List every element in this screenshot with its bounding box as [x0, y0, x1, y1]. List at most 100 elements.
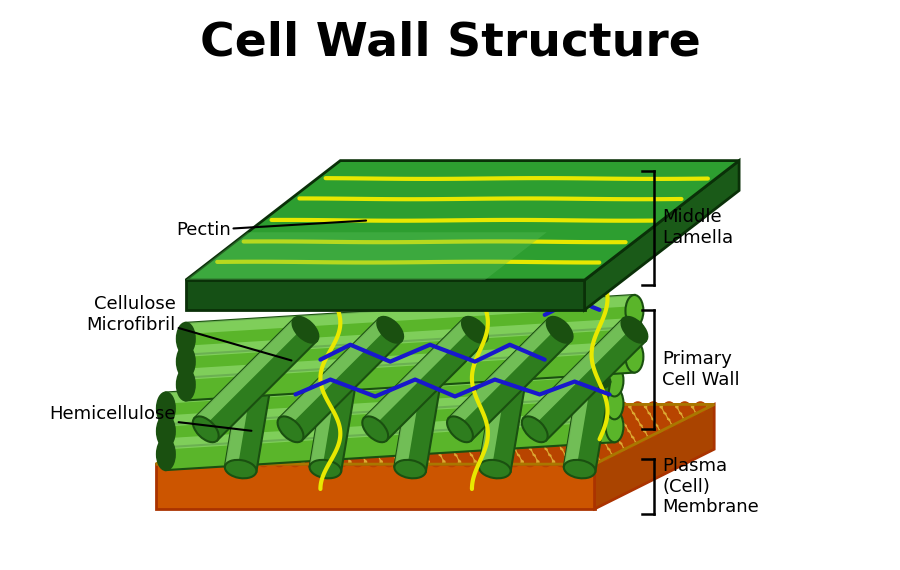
- Circle shape: [295, 414, 306, 425]
- Polygon shape: [449, 319, 571, 441]
- Circle shape: [554, 402, 565, 413]
- Circle shape: [224, 426, 235, 437]
- Circle shape: [474, 426, 486, 437]
- Ellipse shape: [193, 416, 219, 442]
- Circle shape: [292, 408, 302, 419]
- Circle shape: [561, 438, 572, 449]
- Circle shape: [374, 414, 384, 425]
- Circle shape: [412, 426, 423, 437]
- Ellipse shape: [176, 345, 194, 377]
- Circle shape: [648, 402, 659, 413]
- Circle shape: [506, 426, 517, 437]
- Circle shape: [365, 426, 376, 437]
- Circle shape: [428, 402, 439, 413]
- Circle shape: [616, 426, 626, 437]
- Circle shape: [383, 455, 394, 467]
- Ellipse shape: [579, 370, 610, 389]
- Polygon shape: [524, 319, 632, 427]
- Polygon shape: [364, 319, 486, 441]
- Circle shape: [239, 426, 251, 437]
- Circle shape: [695, 402, 706, 413]
- Circle shape: [208, 450, 219, 461]
- Circle shape: [536, 450, 547, 461]
- Circle shape: [491, 402, 502, 413]
- Polygon shape: [479, 377, 526, 472]
- Polygon shape: [564, 377, 610, 472]
- Circle shape: [258, 455, 269, 467]
- Circle shape: [275, 408, 286, 419]
- Circle shape: [370, 408, 381, 419]
- Circle shape: [381, 426, 392, 437]
- Circle shape: [491, 426, 501, 437]
- Circle shape: [592, 414, 604, 425]
- Circle shape: [337, 455, 347, 467]
- Circle shape: [530, 414, 541, 425]
- Ellipse shape: [176, 369, 194, 401]
- Circle shape: [228, 432, 238, 443]
- Circle shape: [338, 408, 349, 419]
- Circle shape: [483, 414, 494, 425]
- Text: Cell Wall Structure: Cell Wall Structure: [200, 21, 700, 66]
- Circle shape: [416, 432, 427, 443]
- Polygon shape: [166, 410, 615, 470]
- Circle shape: [529, 438, 540, 449]
- Circle shape: [349, 426, 360, 437]
- Circle shape: [464, 408, 474, 419]
- Circle shape: [274, 455, 285, 467]
- Circle shape: [274, 432, 285, 443]
- Circle shape: [405, 414, 416, 425]
- Circle shape: [533, 443, 544, 455]
- Circle shape: [243, 455, 254, 467]
- Ellipse shape: [626, 341, 644, 373]
- Text: Plasma
(Cell)
Membrane: Plasma (Cell) Membrane: [662, 457, 759, 516]
- Circle shape: [671, 414, 682, 425]
- Circle shape: [313, 443, 325, 455]
- Circle shape: [356, 438, 368, 449]
- Circle shape: [580, 420, 591, 431]
- Circle shape: [680, 402, 690, 413]
- Ellipse shape: [157, 393, 175, 424]
- Circle shape: [572, 432, 583, 443]
- Circle shape: [667, 408, 679, 419]
- Circle shape: [652, 408, 662, 419]
- Circle shape: [501, 443, 512, 455]
- Ellipse shape: [606, 365, 624, 397]
- Circle shape: [231, 438, 242, 449]
- Circle shape: [220, 443, 230, 455]
- Circle shape: [522, 426, 533, 437]
- Circle shape: [368, 455, 379, 467]
- Circle shape: [319, 402, 330, 413]
- Polygon shape: [310, 377, 338, 469]
- Circle shape: [373, 438, 383, 449]
- Polygon shape: [279, 319, 388, 427]
- Polygon shape: [364, 319, 472, 427]
- Circle shape: [330, 420, 341, 431]
- Polygon shape: [185, 295, 634, 355]
- Circle shape: [279, 414, 291, 425]
- Circle shape: [486, 443, 497, 455]
- Circle shape: [604, 432, 615, 443]
- Circle shape: [424, 420, 435, 431]
- Circle shape: [548, 443, 560, 455]
- Circle shape: [556, 455, 567, 467]
- Circle shape: [462, 455, 472, 467]
- Ellipse shape: [176, 323, 194, 355]
- Circle shape: [342, 414, 353, 425]
- Polygon shape: [185, 318, 634, 377]
- Circle shape: [545, 414, 556, 425]
- Circle shape: [553, 426, 564, 437]
- Circle shape: [322, 408, 334, 419]
- Circle shape: [314, 420, 325, 431]
- Circle shape: [439, 443, 450, 455]
- Text: Cellulose
Microfibril: Cellulose Microfibril: [86, 295, 292, 360]
- Circle shape: [534, 420, 544, 431]
- Circle shape: [538, 402, 549, 413]
- Circle shape: [627, 420, 639, 431]
- Circle shape: [448, 408, 459, 419]
- Circle shape: [542, 408, 553, 419]
- Circle shape: [404, 438, 415, 449]
- Circle shape: [216, 438, 227, 449]
- Circle shape: [260, 408, 271, 419]
- Circle shape: [505, 450, 517, 461]
- Polygon shape: [185, 341, 634, 401]
